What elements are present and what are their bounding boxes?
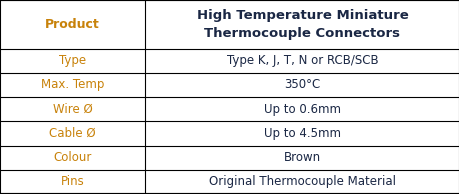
Text: Wire Ø: Wire Ø <box>52 103 92 116</box>
Text: Type: Type <box>59 54 86 67</box>
Text: Brown: Brown <box>283 151 320 164</box>
Text: Pins: Pins <box>61 175 84 188</box>
Text: Cable Ø: Cable Ø <box>49 127 95 140</box>
Text: Original Thermocouple Material: Original Thermocouple Material <box>208 175 395 188</box>
Text: High Temperature Miniature
Thermocouple Connectors: High Temperature Miniature Thermocouple … <box>196 9 408 40</box>
Text: Type K, J, T, N or RCB/SCB: Type K, J, T, N or RCB/SCB <box>226 54 377 67</box>
Text: 350°C: 350°C <box>284 78 320 91</box>
Text: Max. Temp: Max. Temp <box>41 78 104 91</box>
Text: Up to 0.6mm: Up to 0.6mm <box>263 103 340 116</box>
Text: Up to 4.5mm: Up to 4.5mm <box>263 127 340 140</box>
Text: Colour: Colour <box>53 151 91 164</box>
Text: Product: Product <box>45 18 100 31</box>
